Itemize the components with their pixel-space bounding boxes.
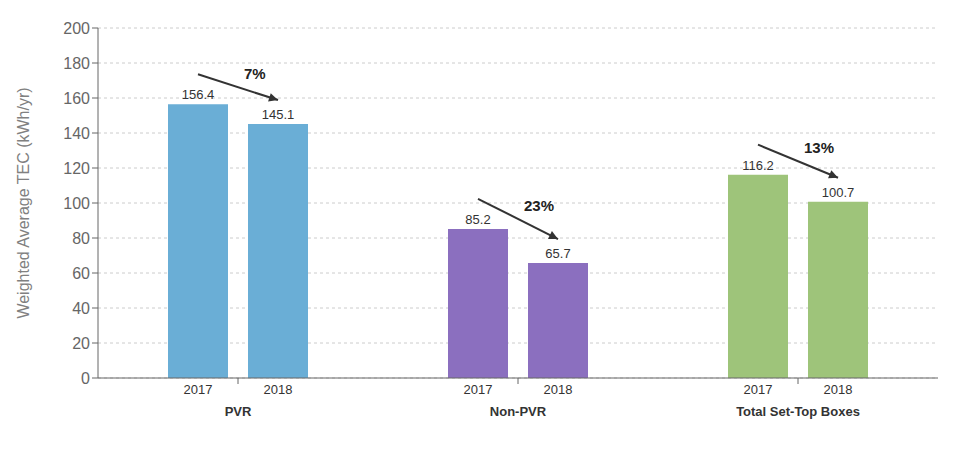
svg-text:2018: 2018 [544,382,573,397]
svg-text:145.1: 145.1 [262,107,295,122]
svg-text:120: 120 [63,160,90,177]
svg-text:100.7: 100.7 [822,185,855,200]
svg-text:PVR: PVR [225,404,252,419]
svg-text:2017: 2017 [744,382,773,397]
svg-text:85.2: 85.2 [465,212,490,227]
svg-text:80: 80 [72,230,90,247]
svg-text:60: 60 [72,265,90,282]
svg-text:65.7: 65.7 [545,246,570,261]
svg-text:200: 200 [63,20,90,37]
svg-text:Weighted Average TEC (kWh/yr): Weighted Average TEC (kWh/yr) [15,87,32,318]
svg-text:20: 20 [72,335,90,352]
svg-text:2018: 2018 [824,382,853,397]
svg-text:2017: 2017 [184,382,213,397]
svg-text:7%: 7% [244,65,266,82]
svg-text:40: 40 [72,300,90,317]
svg-text:Non-PVR: Non-PVR [490,404,547,419]
svg-text:Total Set-Top Boxes: Total Set-Top Boxes [736,404,860,419]
svg-text:180: 180 [63,55,90,72]
svg-text:100: 100 [63,195,90,212]
svg-text:13%: 13% [804,139,834,156]
svg-text:156.4: 156.4 [182,87,215,102]
svg-text:23%: 23% [524,197,554,214]
svg-text:116.2: 116.2 [742,158,774,173]
svg-text:2018: 2018 [264,382,293,397]
svg-text:140: 140 [63,125,90,142]
svg-text:160: 160 [63,90,90,107]
svg-text:0: 0 [81,370,90,387]
svg-text:2017: 2017 [464,382,493,397]
